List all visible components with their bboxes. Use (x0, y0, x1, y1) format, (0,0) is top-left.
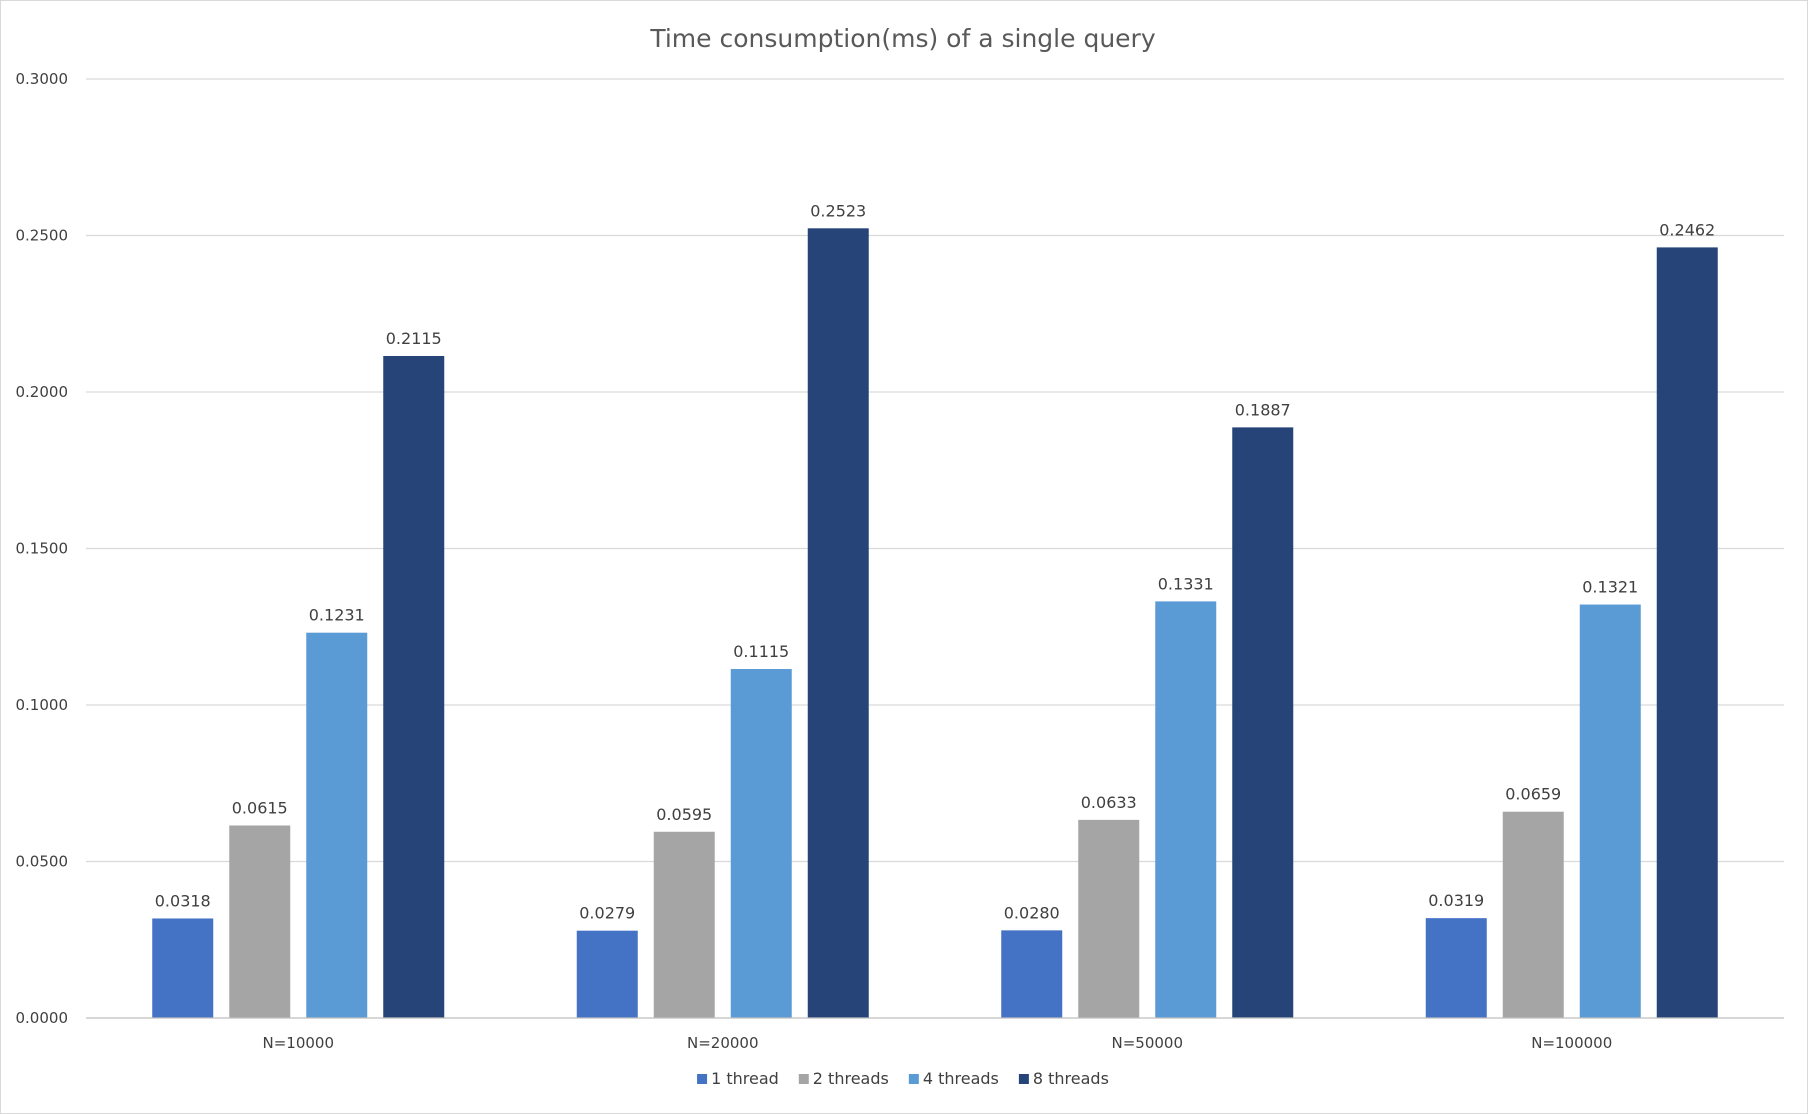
chart-title: Time consumption(ms) of a single query (649, 24, 1155, 53)
data-label: 0.2462 (1659, 220, 1715, 239)
legend-label: 1 thread (711, 1069, 779, 1088)
legend-swatch (1018, 1074, 1029, 1084)
data-label: 0.0595 (656, 805, 712, 824)
legend-swatch (798, 1074, 809, 1084)
bar (1579, 604, 1641, 1018)
legend-swatch (697, 1074, 708, 1084)
bar (1502, 811, 1564, 1018)
y-tick-label: 0.1500 (16, 540, 69, 558)
x-tick-label: N=50000 (1111, 1034, 1183, 1052)
bar (383, 356, 445, 1018)
y-tick-label: 0.2000 (16, 383, 69, 401)
x-tick-label: N=100000 (1531, 1034, 1612, 1052)
data-label: 0.1321 (1582, 578, 1638, 597)
bar (1232, 427, 1294, 1018)
legend-label: 2 threads (813, 1069, 889, 1088)
data-label: 0.0319 (1428, 891, 1484, 910)
legend-item: 1 thread (697, 1069, 779, 1088)
bar (653, 831, 715, 1018)
bar (306, 632, 368, 1018)
bar (1656, 247, 1718, 1019)
bar (152, 918, 214, 1018)
data-label: 0.1331 (1158, 574, 1214, 593)
bar (229, 825, 291, 1018)
legend-item: 2 threads (798, 1069, 889, 1088)
legend: 1 thread 2 threads 4 threads 8 threads (697, 1069, 1109, 1088)
bar (730, 669, 792, 1018)
data-labels: 0.0318 0.0615 0.1231 0.2115 0.0279 0.0595 0.11… (155, 201, 1715, 922)
data-label: 0.0279 (579, 904, 635, 923)
data-label: 0.0280 (1004, 903, 1060, 922)
bar (576, 930, 638, 1018)
legend-swatch (908, 1074, 919, 1084)
legend-item: 8 threads (1018, 1069, 1109, 1088)
data-label: 0.2115 (386, 329, 442, 348)
data-label: 0.2523 (810, 201, 866, 220)
x-tick-label: N=10000 (262, 1034, 334, 1052)
y-tick-label: 0.0500 (16, 853, 69, 871)
y-tick-label: 0.0000 (16, 1009, 69, 1027)
gridlines (86, 78, 1784, 863)
y-tick-label: 0.3000 (16, 70, 69, 88)
data-label: 0.1115 (733, 642, 789, 661)
y-axis-ticks: 0.0000 0.0500 0.1000 0.1500 0.2000 0.2500 0.30… (16, 70, 69, 1027)
bar (1425, 918, 1487, 1018)
x-tick-label: N=20000 (687, 1034, 759, 1052)
bars (152, 228, 1718, 1019)
data-label: 0.0318 (155, 891, 211, 910)
bar (807, 228, 869, 1018)
legend-label: 4 threads (923, 1069, 999, 1088)
y-tick-label: 0.2500 (16, 227, 69, 245)
data-label: 0.0659 (1505, 785, 1561, 804)
data-label: 0.1887 (1235, 400, 1291, 419)
bar (1155, 601, 1217, 1018)
legend-item: 4 threads (908, 1069, 999, 1088)
data-label: 0.0615 (232, 799, 288, 818)
legend-label: 8 threads (1033, 1069, 1109, 1088)
data-label: 0.0633 (1081, 793, 1137, 812)
bar (1001, 930, 1063, 1018)
bar (1078, 819, 1140, 1018)
y-tick-label: 0.1000 (16, 696, 69, 714)
data-label: 0.1231 (309, 606, 365, 625)
x-axis-categories: N=10000 N=20000 N=50000 N=100000 (262, 1034, 1612, 1052)
